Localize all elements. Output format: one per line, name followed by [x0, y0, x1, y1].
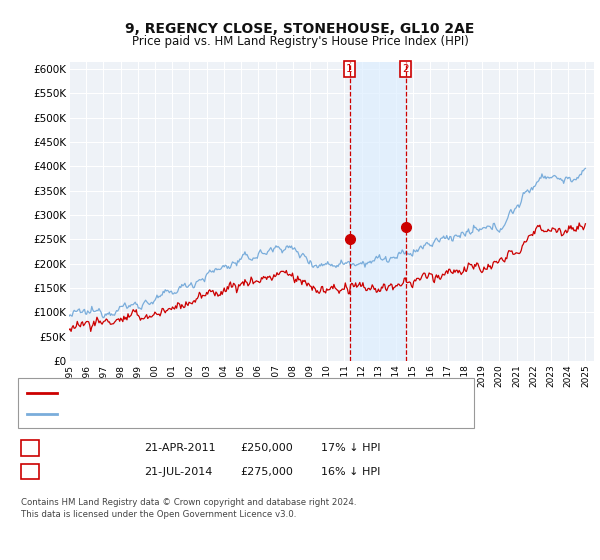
Text: £275,000: £275,000	[240, 466, 293, 477]
Text: 9, REGENCY CLOSE, STONEHOUSE, GL10 2AE: 9, REGENCY CLOSE, STONEHOUSE, GL10 2AE	[125, 22, 475, 36]
Text: £250,000: £250,000	[240, 443, 293, 453]
Text: 21-JUL-2014: 21-JUL-2014	[144, 466, 212, 477]
Text: Contains HM Land Registry data © Crown copyright and database right 2024.
This d: Contains HM Land Registry data © Crown c…	[21, 498, 356, 519]
Text: HPI: Average price, detached house, Stroud: HPI: Average price, detached house, Stro…	[63, 409, 276, 419]
Text: 16% ↓ HPI: 16% ↓ HPI	[321, 466, 380, 477]
Bar	[350, 62, 406, 361]
Text: Price paid vs. HM Land Registry's House Price Index (HPI): Price paid vs. HM Land Registry's House …	[131, 35, 469, 48]
Text: 1: 1	[346, 64, 353, 74]
Text: 9, REGENCY CLOSE, STONEHOUSE, GL10 2AE (detached house): 9, REGENCY CLOSE, STONEHOUSE, GL10 2AE (…	[63, 388, 373, 398]
Text: 2: 2	[402, 64, 409, 74]
Text: 17% ↓ HPI: 17% ↓ HPI	[321, 443, 380, 453]
Text: 1: 1	[26, 443, 34, 453]
Text: 2: 2	[26, 466, 34, 477]
Text: 21-APR-2011: 21-APR-2011	[144, 443, 215, 453]
